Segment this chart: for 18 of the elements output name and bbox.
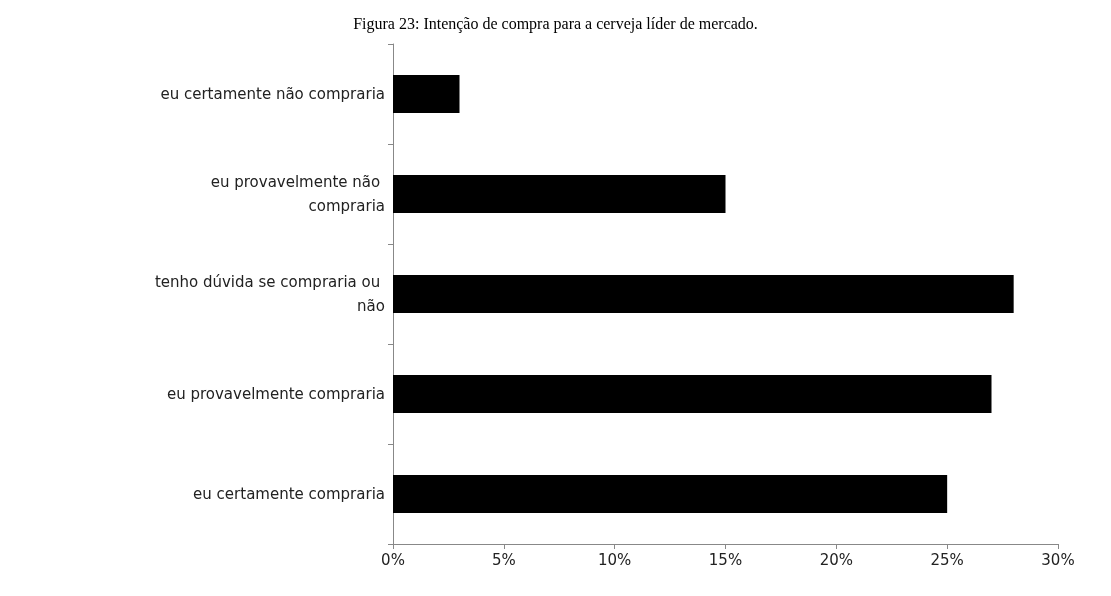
x-tick-label: 10% <box>597 550 632 569</box>
x-tick-label: 20% <box>819 550 854 569</box>
x-tick-label: 0% <box>381 550 405 569</box>
y-tick-label: eu provavelmente compraria <box>166 385 385 403</box>
x-tick-label: 30% <box>1041 550 1075 569</box>
chart-title: Figura 23: Intenção de compra para a cerveja líder de mercado. <box>353 14 758 33</box>
y-tick-label: tenho dúvida se compraria ou não <box>154 273 385 315</box>
bar <box>393 275 1014 313</box>
bar <box>393 175 726 213</box>
y-tick-label: eu provavelmente não compraria <box>210 173 385 215</box>
bar <box>393 75 460 113</box>
bar <box>393 375 992 413</box>
x-tick-label: 25% <box>930 550 964 569</box>
y-tick-label: eu certamente compraria <box>193 485 385 503</box>
x-tick-label: 5% <box>491 550 516 569</box>
y-tick-label: eu certamente não compraria <box>160 85 385 103</box>
bar <box>393 475 948 513</box>
x-tick-label: 15% <box>708 550 743 569</box>
